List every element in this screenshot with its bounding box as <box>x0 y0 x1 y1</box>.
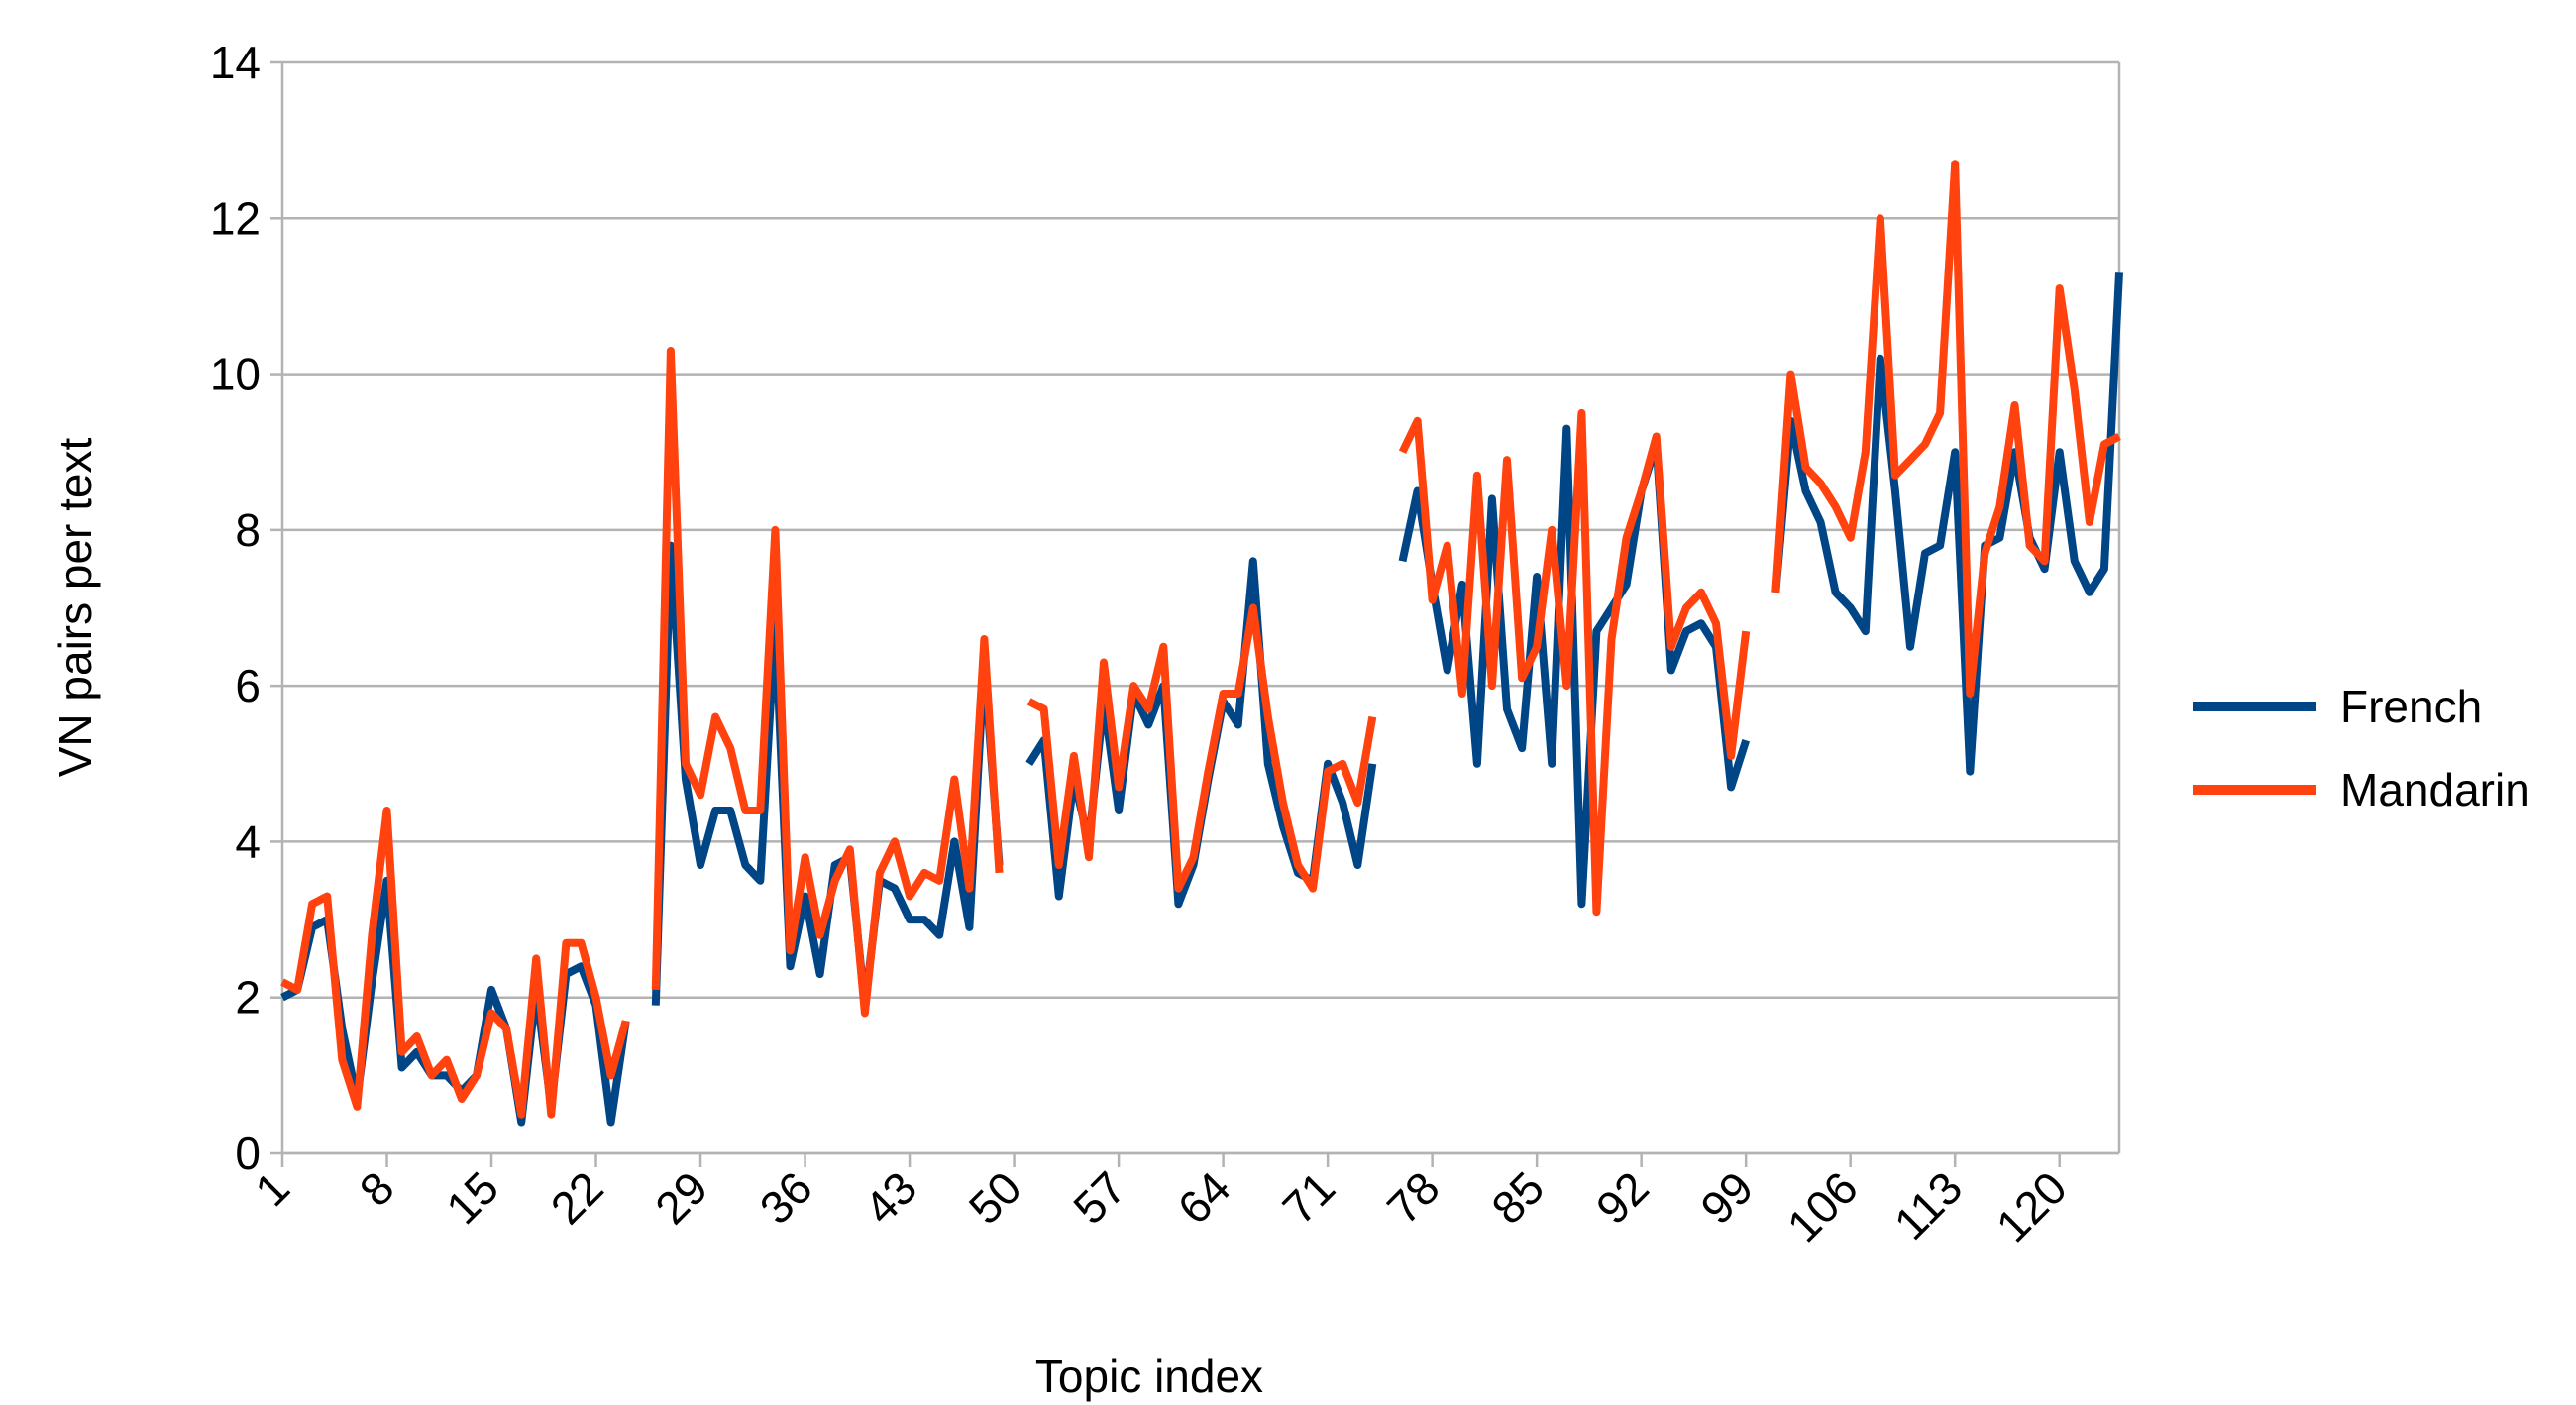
x-tick-label: 64 <box>1168 1161 1240 1234</box>
legend-label: Mandarin <box>2340 764 2530 815</box>
x-axis-title: Topic index <box>1035 1351 1263 1402</box>
x-tick-label: 57 <box>1063 1161 1135 1234</box>
x-tick-label: 106 <box>1777 1161 1868 1251</box>
x-tick-label: 113 <box>1884 1161 1973 1249</box>
x-tick-label: 8 <box>350 1161 404 1216</box>
x-tick-label: 43 <box>854 1161 926 1234</box>
legend-label: French <box>2340 681 2482 732</box>
x-tick-label: 85 <box>1481 1161 1554 1234</box>
y-tick-label: 12 <box>210 192 261 244</box>
x-tick-label: 29 <box>645 1161 717 1234</box>
y-axis-title: VN pairs per text <box>50 437 101 777</box>
y-tick-label: 4 <box>235 815 261 867</box>
x-tick-label: 36 <box>750 1161 822 1234</box>
y-tick-label: 6 <box>235 660 261 711</box>
x-tick-label: 120 <box>1986 1161 2077 1251</box>
y-tick-label: 0 <box>235 1128 261 1179</box>
x-tick-label: 92 <box>1586 1161 1659 1234</box>
y-tick-label: 2 <box>235 972 261 1024</box>
series-line <box>280 160 2121 1119</box>
x-tick-label: 50 <box>959 1161 1031 1234</box>
y-tick-label: 14 <box>210 37 261 88</box>
y-tick-label: 10 <box>210 349 261 400</box>
x-tick-label: 71 <box>1272 1161 1344 1234</box>
x-tick-label: 78 <box>1377 1161 1449 1234</box>
x-tick-label: 22 <box>541 1161 613 1234</box>
y-tick-label: 8 <box>235 504 261 556</box>
x-tick-label: 99 <box>1690 1161 1763 1234</box>
x-tick-label: 15 <box>436 1161 508 1234</box>
